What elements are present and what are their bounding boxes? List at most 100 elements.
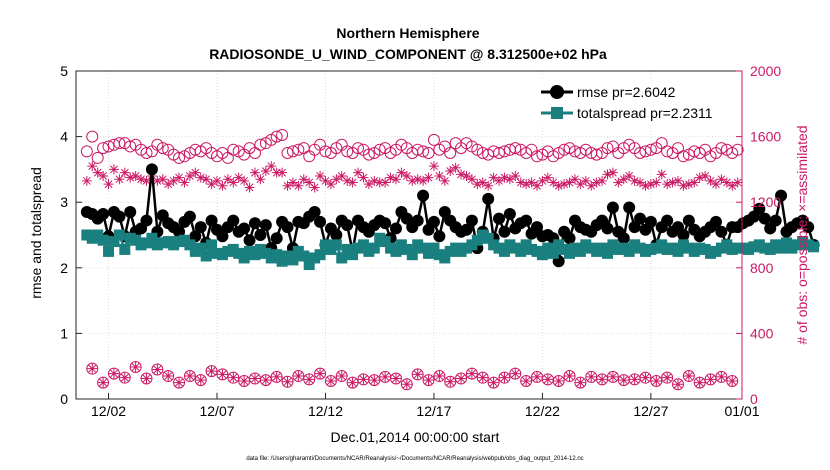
obs-assimilated-point: [710, 179, 721, 190]
obs-assimilated-point: [353, 167, 364, 178]
y-left-tick-label: 1: [60, 325, 68, 341]
totalspread-point: [103, 245, 115, 257]
obs-possible-point: [444, 147, 457, 159]
obs-possible-point: [493, 147, 506, 159]
obs-assimilated-point: [423, 172, 434, 183]
obs-assimilated-point: [721, 177, 732, 188]
rmse-point: [183, 210, 196, 223]
obs-possible-point: [156, 142, 169, 155]
totalspread-point: [119, 243, 131, 255]
rmse-point: [433, 230, 446, 243]
obs-assimilated-point: [727, 180, 738, 191]
obs-sparse-cross: [130, 361, 142, 373]
obs-sparse-point: [368, 374, 381, 387]
totalspread-point: [97, 234, 109, 246]
obs-possible-point: [97, 142, 110, 155]
y-right-tick-label: 0: [750, 391, 758, 407]
obs-sparse-point: [650, 374, 663, 387]
obs-assimilated-point: [542, 172, 553, 183]
rmse-point: [715, 225, 728, 238]
obs-assimilated-point: [374, 177, 385, 188]
obs-possible-point: [352, 142, 365, 155]
rmse-point: [259, 219, 272, 232]
y-right-tick-label: 1200: [750, 194, 781, 210]
obs-possible-point: [286, 145, 299, 158]
obs-assimilated-point: [591, 177, 602, 188]
obs-sparse-point: [357, 373, 370, 386]
obs-sparse-point: [552, 374, 565, 387]
obs-assimilated-point: [510, 170, 521, 181]
obs-assimilated-point: [390, 174, 401, 185]
obs-sparse-cross: [173, 377, 185, 389]
obs-assimilated-point: [732, 177, 743, 188]
obs-assimilated-point: [369, 175, 380, 186]
chart-title-line2: RADIOSONDE_U_WIND_COMPONENT @ 8.312500e+…: [209, 46, 607, 62]
totalspread-point: [357, 239, 369, 251]
obs-assimilated-point: [450, 162, 461, 173]
obs-sparse-point: [129, 361, 142, 374]
obs-sparse-cross: [672, 378, 684, 390]
obs-assimilated-point: [195, 172, 206, 183]
rmse-point: [411, 214, 424, 227]
totalspread-point: [406, 249, 418, 261]
rmse-point: [254, 229, 267, 241]
obs-assimilated-point: [580, 175, 591, 186]
obs-sparse-point: [520, 374, 533, 387]
obs-assimilated-point: [260, 166, 271, 177]
obs-assimilated-point: [526, 177, 537, 188]
obs-sparse-cross: [401, 378, 413, 390]
obs-possible-point: [173, 151, 186, 164]
obs-possible-point: [248, 147, 261, 159]
obs-sparse-cross: [260, 374, 272, 386]
rmse-point: [493, 212, 506, 225]
rmse-point: [617, 232, 630, 245]
obs-assimilated-point: [287, 177, 298, 188]
obs-sparse-point: [455, 372, 468, 385]
obs-assimilated-point: [336, 170, 347, 181]
obs-sparse-point: [162, 370, 175, 383]
obs-assimilated-point: [385, 172, 396, 183]
obs-sparse-point: [314, 367, 327, 380]
obs-sparse-cross: [368, 374, 380, 386]
obs-assimilated-point: [168, 175, 179, 186]
obs-possible-point: [373, 143, 386, 156]
obs-assimilated-point: [190, 167, 201, 178]
obs-assimilated-point: [298, 174, 309, 185]
obs-assimilated-point: [521, 179, 532, 190]
footnote: data file: /Users/gharamti/Documents/NCA…: [246, 456, 583, 462]
totalspread-point: [113, 229, 125, 241]
rmse-point: [438, 206, 451, 219]
legend-totalspread-marker: [551, 107, 563, 119]
rmse-point: [460, 223, 473, 236]
totalspread-point: [287, 254, 299, 266]
obs-sparse-cross: [596, 373, 608, 385]
totalspread-point: [808, 241, 820, 253]
obs-assimilated-point: [157, 174, 168, 185]
obs-possible-point: [341, 145, 354, 158]
rmse-point: [189, 230, 202, 243]
obs-sparse-cross: [466, 368, 478, 380]
obs-sparse-cross: [249, 373, 261, 384]
obs-sparse-point: [498, 371, 511, 384]
y-right-tick-label: 800: [750, 260, 774, 276]
x-axis-label: Dec.01,2014 00:00:00 start: [331, 429, 500, 445]
obs-assimilated-point: [114, 174, 125, 185]
obs-sparse-point: [379, 370, 392, 383]
x-tick-label: 12/12: [308, 403, 343, 419]
obs-sparse-cross: [661, 372, 673, 384]
obs-sparse-cross: [151, 363, 163, 375]
obs-sparse-cross: [639, 372, 651, 384]
y-left-tick-label: 0: [60, 391, 68, 407]
totalspread-point: [672, 245, 684, 257]
obs-assimilated-point: [407, 175, 418, 186]
rmse-point: [205, 214, 218, 227]
obs-possible-point: [672, 142, 685, 155]
obs-assimilated-point: [163, 179, 174, 190]
obs-assimilated-point: [640, 180, 651, 191]
obs-assimilated-point: [325, 179, 336, 190]
obs-possible-point: [530, 150, 543, 163]
totalspread-point: [271, 249, 283, 261]
obs-assimilated-point: [412, 174, 423, 185]
obs-assimilated-point: [618, 174, 629, 185]
